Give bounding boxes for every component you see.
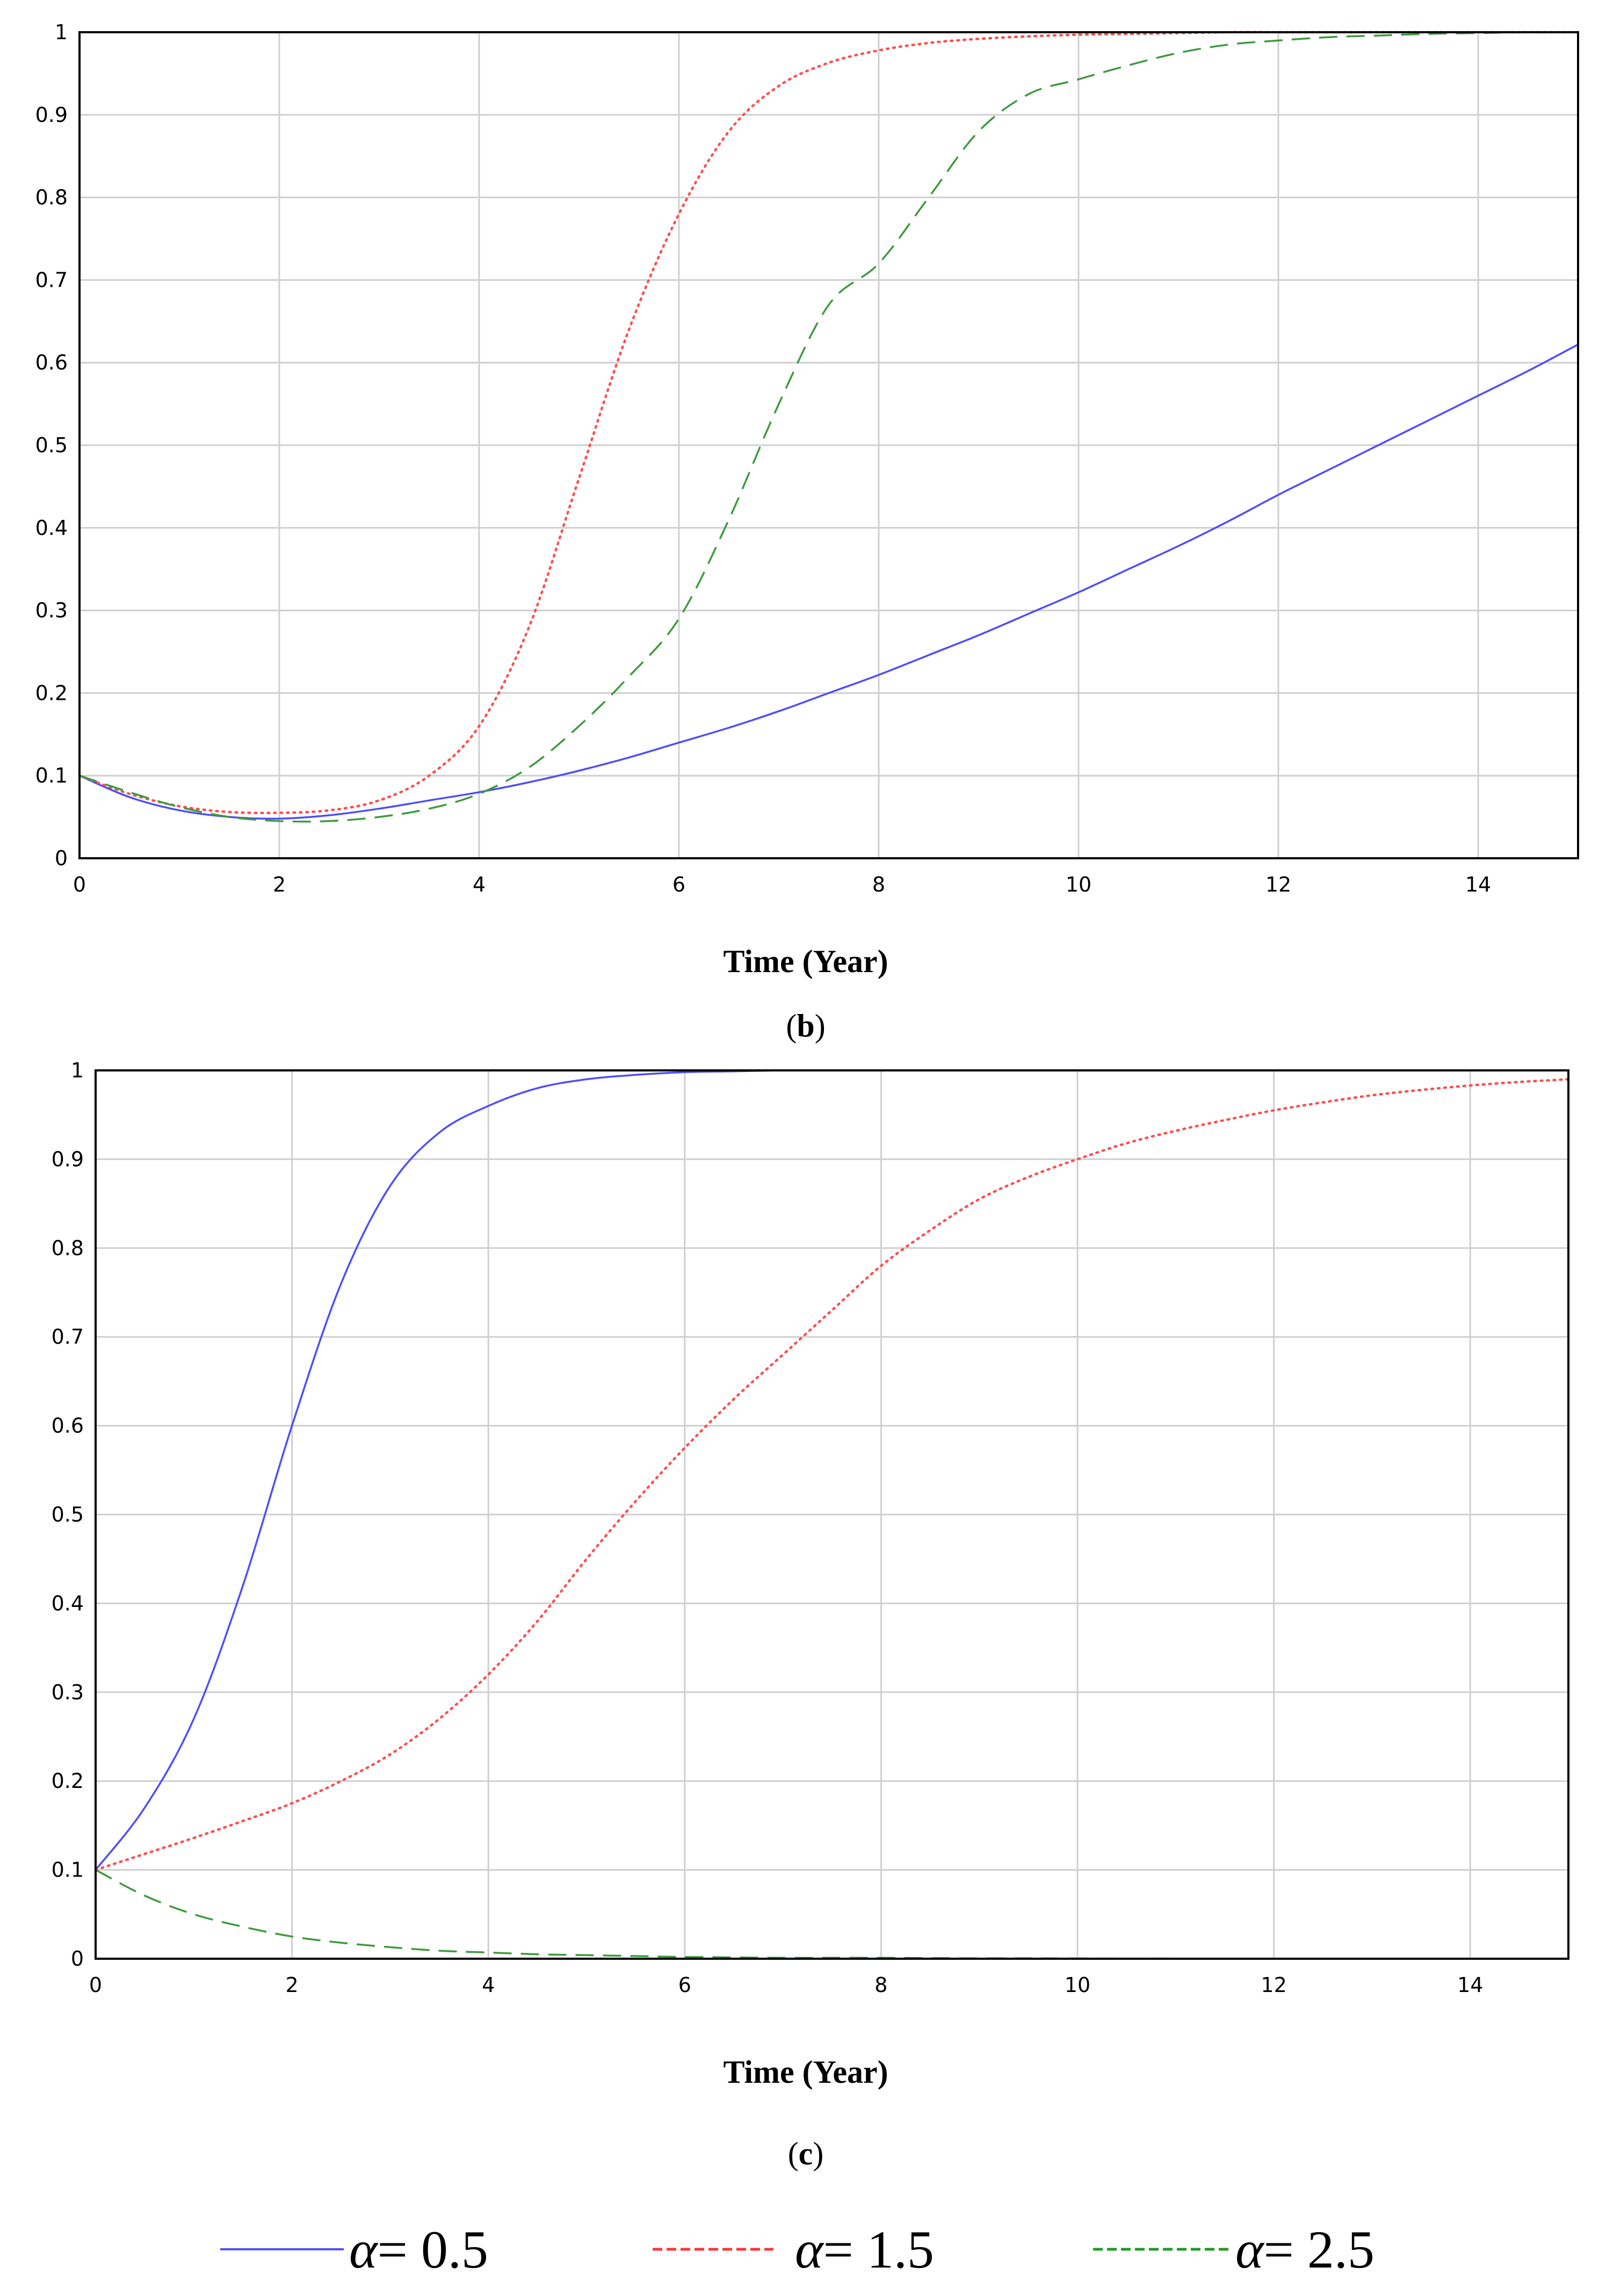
x-tick-label: 10 <box>1065 1973 1090 1997</box>
x-tick-label: 8 <box>874 1973 887 1997</box>
y-tick-label: 0.1 <box>35 764 68 787</box>
plot-frame-b <box>78 31 1579 859</box>
y-tick-label: 0.1 <box>52 1858 84 1882</box>
x-tick-label: 12 <box>1265 873 1291 896</box>
y-tick-label: 0.8 <box>35 186 68 209</box>
legend-label-alpha-2-5: α= 2.5 <box>1235 2220 1374 2279</box>
y-tick-label: 0.6 <box>35 351 68 374</box>
x-tick-label: 0 <box>89 1973 102 1997</box>
tick-labels-c: 0 2 4 6 8 10 12 14 0 0.1 0.2 0.3 0.4 0.5 0.6 0.7 0.8 0.9 1 <box>52 1059 1484 1997</box>
y-tick-label: 0.7 <box>52 1325 84 1349</box>
series-line-c-1 <box>94 1078 1570 1871</box>
legend-item-alpha-0-5: α= 0.5 <box>220 2220 488 2279</box>
y-tick-label: 0.3 <box>35 599 68 622</box>
legend: α= 0.5 α= 1.5 α= 2.5 <box>220 2220 1374 2279</box>
y-tick-label: 0.4 <box>52 1591 84 1615</box>
plot-frame-c <box>95 1069 1569 1960</box>
y-tick-label: 0.9 <box>52 1147 84 1171</box>
panel-caption-b: (b) <box>786 1008 825 1044</box>
y-tick-label: 0.2 <box>35 681 68 705</box>
x-axis-title-b: Time (Year) <box>723 944 888 979</box>
x-tick-label: 10 <box>1066 873 1091 896</box>
y-tick-label: 0.5 <box>52 1503 84 1526</box>
series-line-c-2 <box>95 1869 1568 1960</box>
legend-item-alpha-2-5: α= 2.5 <box>1093 2220 1374 2279</box>
x-tick-label: 8 <box>872 873 885 896</box>
y-tick-label: 0 <box>55 846 68 870</box>
chart-panel-b: 0 2 4 6 8 10 12 14 0 0.1 0.2 0.3 0.4 0.5 0.6 0.7 0.8 0.9 1… <box>35 20 1580 1044</box>
chart-panel-c: 0 2 4 6 8 10 12 14 0 0.1 0.2 0.3 0.4 0.5 0.6 0.7 0.8 0.9 1… <box>52 1059 1570 2171</box>
series-group-b <box>78 31 1580 823</box>
panel-caption-c: (c) <box>788 2136 824 2171</box>
series-line-b-2 <box>79 31 1579 823</box>
legend-label-alpha-1-5: α= 1.5 <box>795 2220 934 2279</box>
y-tick-label: 0.3 <box>52 1681 84 1704</box>
y-tick-label: 0.7 <box>35 268 68 292</box>
y-tick-label: 0.2 <box>52 1769 84 1793</box>
y-tick-label: 0 <box>71 1947 84 1971</box>
y-tick-label: 1 <box>55 20 68 44</box>
y-tick-label: 0.5 <box>35 433 68 457</box>
x-tick-label: 4 <box>482 1973 495 1997</box>
y-tick-label: 0.9 <box>35 103 68 127</box>
y-tick-label: 1 <box>71 1059 84 1082</box>
x-tick-label: 6 <box>672 873 685 896</box>
x-tick-label: 6 <box>678 1973 691 1997</box>
x-tick-label: 2 <box>286 1973 299 1997</box>
series-line-c-0 <box>95 1069 1568 1871</box>
y-tick-label: 0.4 <box>35 516 68 540</box>
x-tick-label: 0 <box>73 873 86 896</box>
series-line-b-0 <box>79 343 1579 820</box>
tick-labels-b: 0 2 4 6 8 10 12 14 0 0.1 0.2 0.3 0.4 0.5 0.6 0.7 0.8 0.9 1 <box>35 20 1492 896</box>
grid-b <box>79 32 1578 858</box>
series-line-b-1 <box>78 31 1580 814</box>
x-tick-label: 14 <box>1457 1973 1483 1997</box>
grid-c <box>96 1070 1568 1959</box>
y-tick-label: 0.6 <box>52 1414 84 1438</box>
x-tick-label: 12 <box>1261 1973 1286 1997</box>
legend-item-alpha-1-5: α= 1.5 <box>653 2220 934 2279</box>
x-tick-label: 4 <box>473 873 486 896</box>
y-tick-label: 0.8 <box>52 1236 84 1260</box>
x-tick-label: 2 <box>273 873 286 896</box>
legend-label-alpha-0-5: α= 0.5 <box>349 2220 488 2279</box>
x-axis-title-c: Time (Year) <box>723 2054 888 2090</box>
x-tick-label: 14 <box>1465 873 1491 896</box>
